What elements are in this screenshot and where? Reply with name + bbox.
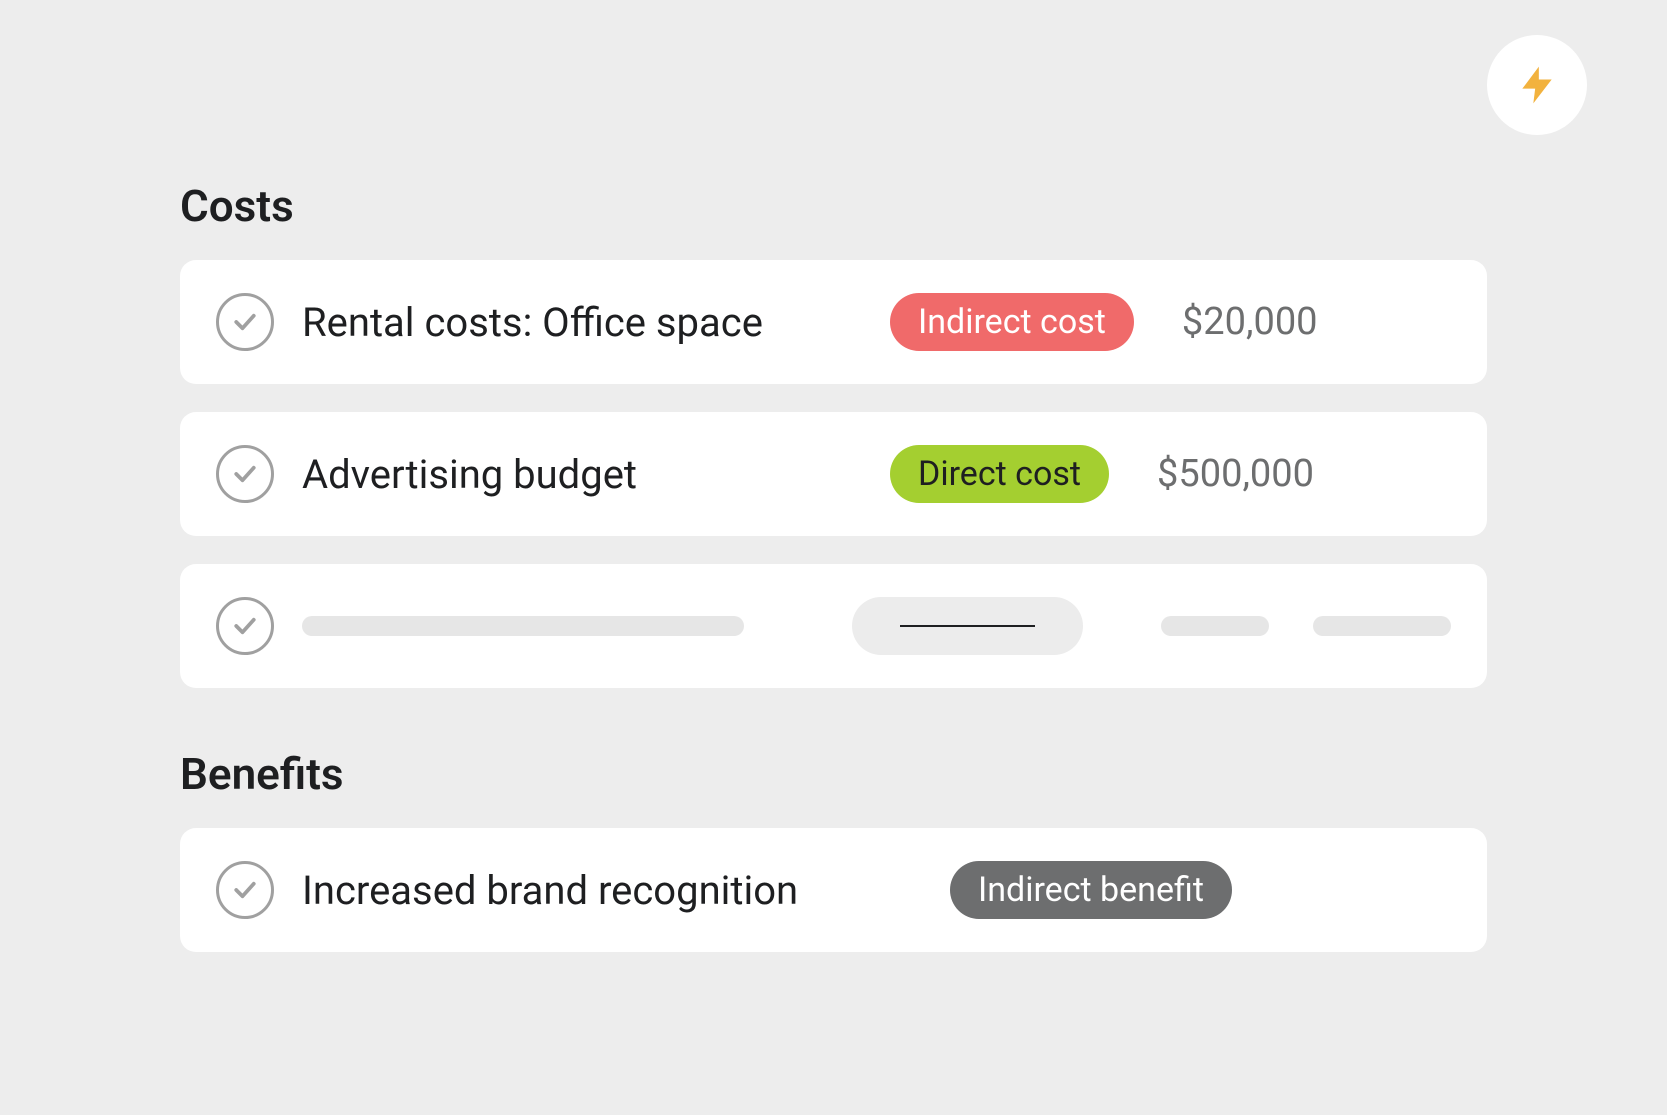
item-title: Advertising budget xyxy=(302,451,862,498)
placeholder-text xyxy=(1313,616,1451,636)
check-circle-icon[interactable] xyxy=(216,445,274,503)
lightning-icon xyxy=(1515,63,1559,107)
placeholder-title xyxy=(302,616,744,636)
item-title: Rental costs: Office space xyxy=(302,299,862,346)
cost-type-tag[interactable]: Indirect cost xyxy=(890,293,1134,351)
amount: $20,000 xyxy=(1182,300,1318,344)
benefit-row[interactable]: Increased brand recognition Indirect ben… xyxy=(180,828,1487,952)
benefits-section: Benefits Increased brand recognition Ind… xyxy=(180,748,1487,952)
amount: $500,000 xyxy=(1157,452,1314,496)
check-circle-icon[interactable] xyxy=(216,293,274,351)
cost-type-tag[interactable]: Direct cost xyxy=(890,445,1109,503)
item-title: Increased brand recognition xyxy=(302,867,922,914)
check-circle-icon[interactable] xyxy=(216,861,274,919)
costs-section: Costs Rental costs: Office space Indirec… xyxy=(180,180,1487,688)
cost-row[interactable]: Advertising budget Direct cost $500,000 xyxy=(180,412,1487,536)
check-circle-icon[interactable] xyxy=(216,597,274,655)
cost-row[interactable]: Rental costs: Office space Indirect cost… xyxy=(180,260,1487,384)
section-title-benefits: Benefits xyxy=(180,748,1487,800)
placeholder-text xyxy=(1161,616,1269,636)
text-caret-icon xyxy=(900,625,1035,627)
placeholder-tag-input[interactable] xyxy=(852,597,1083,655)
benefit-type-tag[interactable]: Indirect benefit xyxy=(950,861,1232,919)
new-cost-row[interactable] xyxy=(180,564,1487,688)
lightning-button[interactable] xyxy=(1487,35,1587,135)
section-title-costs: Costs xyxy=(180,180,1487,232)
